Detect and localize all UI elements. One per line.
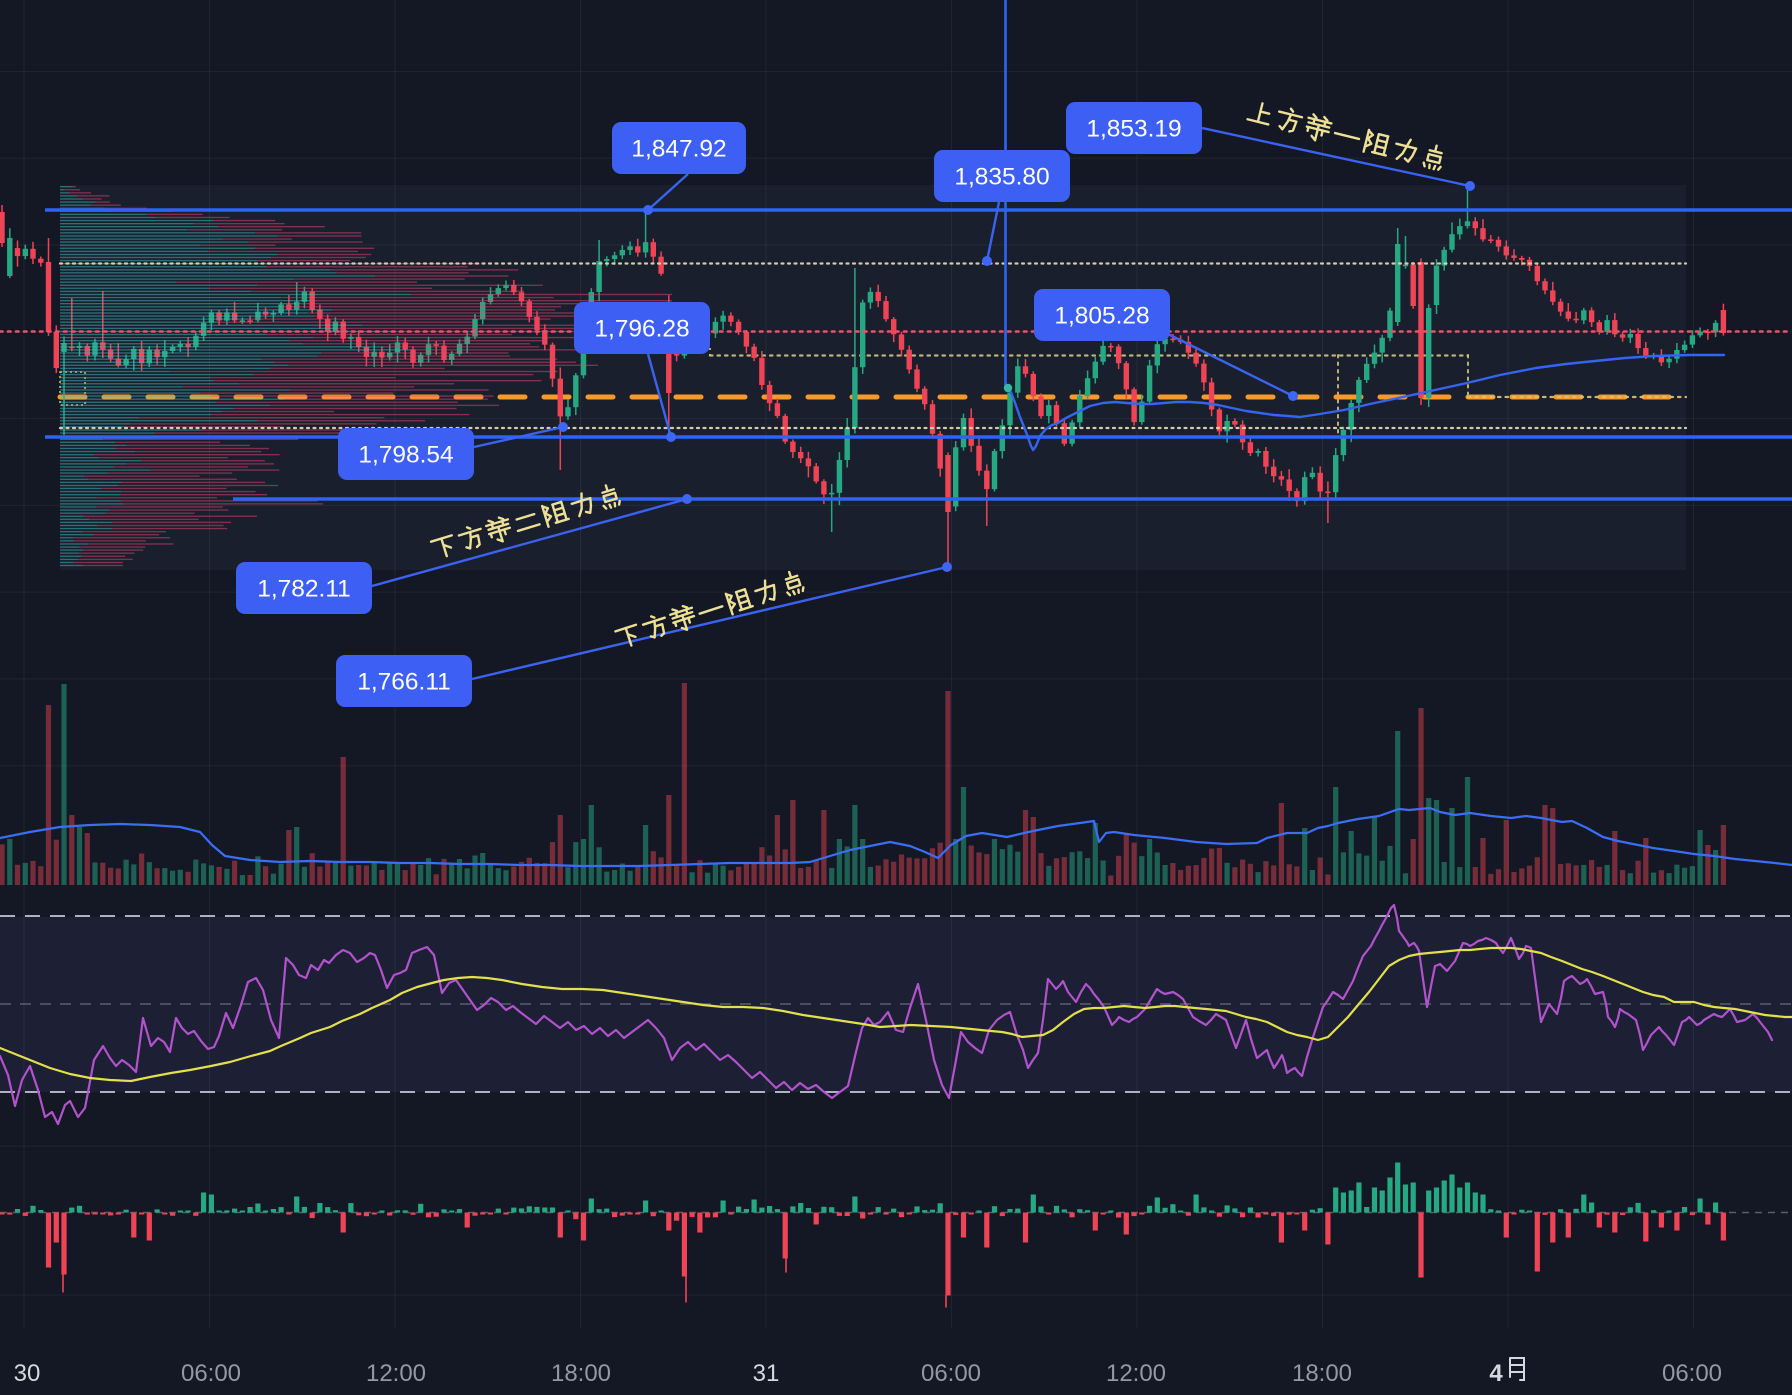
- svg-text:1,835.80: 1,835.80: [954, 164, 1049, 191]
- svg-text:1,796.28: 1,796.28: [594, 316, 689, 343]
- svg-text:1,798.54: 1,798.54: [358, 442, 453, 469]
- svg-text:06:00: 06:00: [1662, 1360, 1722, 1387]
- svg-text:4: 4: [1489, 1360, 1503, 1387]
- svg-text:06:00: 06:00: [181, 1360, 241, 1387]
- svg-text:1,805.28: 1,805.28: [1054, 303, 1149, 330]
- svg-text:1,766.11: 1,766.11: [357, 669, 451, 696]
- svg-text:18:00: 18:00: [551, 1360, 611, 1387]
- svg-text:30: 30: [14, 1360, 41, 1387]
- svg-text:1,782.11: 1,782.11: [257, 576, 351, 603]
- svg-text:1,853.19: 1,853.19: [1086, 116, 1181, 143]
- svg-text:31: 31: [753, 1360, 780, 1387]
- svg-text:12:00: 12:00: [1106, 1360, 1166, 1387]
- svg-text:1,847.92: 1,847.92: [631, 136, 726, 163]
- svg-text:06:00: 06:00: [921, 1360, 981, 1387]
- svg-text:18:00: 18:00: [1292, 1360, 1352, 1387]
- svg-text:12:00: 12:00: [366, 1360, 426, 1387]
